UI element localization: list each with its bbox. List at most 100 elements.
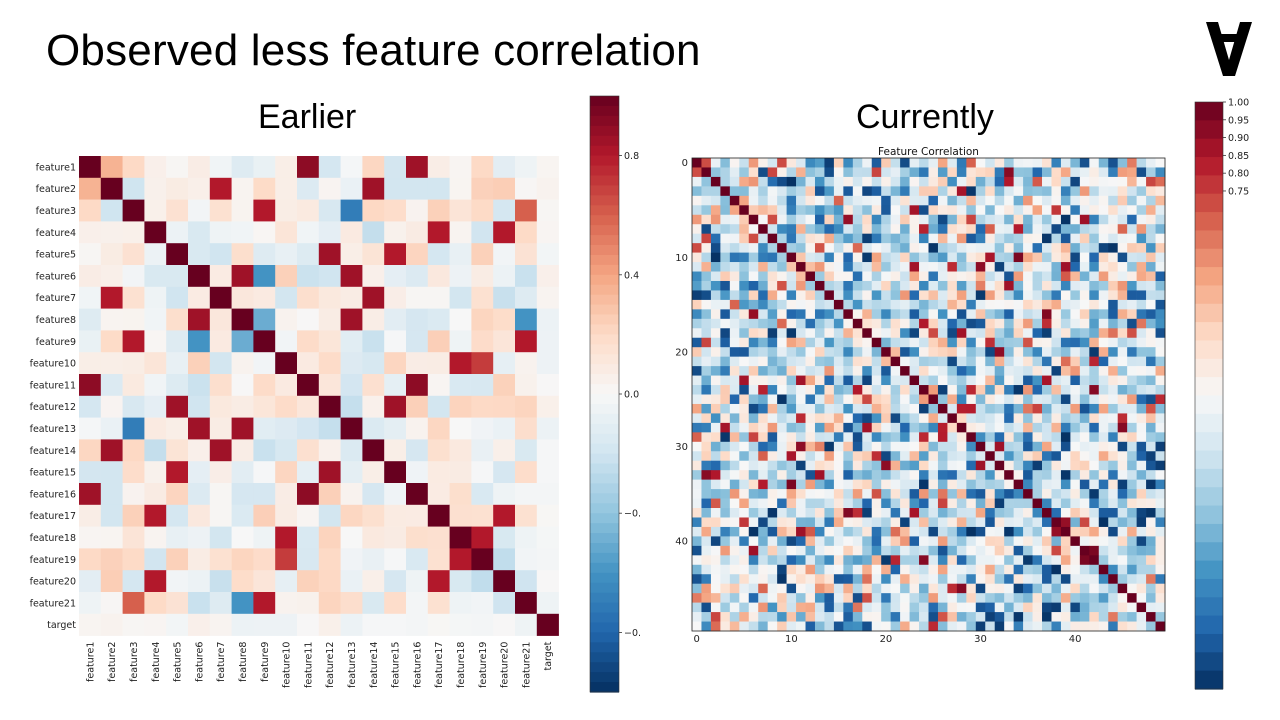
cell-8-48 xyxy=(1146,233,1156,244)
cell-45-49 xyxy=(1155,583,1166,594)
cell-10-31 xyxy=(985,252,996,263)
cell-29-15 xyxy=(833,432,844,443)
cell-44-41 xyxy=(1079,574,1090,584)
cell-43-22 xyxy=(900,564,910,575)
cell-6-22 xyxy=(900,214,910,225)
cell-5-42 xyxy=(1089,205,1100,216)
cell-1-25 xyxy=(928,167,939,178)
cell-29-22 xyxy=(900,432,910,443)
cell-43-36 xyxy=(1032,564,1043,575)
cell-23-11 xyxy=(796,375,806,386)
cell-44-23 xyxy=(909,574,920,584)
cell-31-47 xyxy=(1136,451,1147,462)
cell-42-23 xyxy=(909,555,920,566)
cell-32-3 xyxy=(720,460,731,471)
cell-9-7 xyxy=(758,243,768,253)
cell-47-39 xyxy=(1060,602,1071,613)
cell-24-8 xyxy=(767,385,778,395)
cell-43-2 xyxy=(710,564,721,575)
cell-49-44 xyxy=(1108,621,1118,632)
cell-20-16 xyxy=(843,347,854,357)
cell-15-2 xyxy=(710,299,721,310)
cell-feature16-feature20 xyxy=(493,483,516,506)
cell-28-23 xyxy=(909,422,920,433)
cell-22-19 xyxy=(871,366,882,376)
cell-feature19-feature14 xyxy=(362,548,385,571)
cell-feature13-feature13 xyxy=(340,417,363,440)
cell-10-24 xyxy=(919,252,929,263)
cell-26-32 xyxy=(994,403,1005,414)
cell-1-29 xyxy=(966,167,977,178)
x-tick-label-feature4: feature4 xyxy=(151,642,162,682)
cell-8-1 xyxy=(701,233,712,244)
cell-42-18 xyxy=(862,555,873,566)
cell-28-22 xyxy=(900,422,910,433)
cell-41-20 xyxy=(881,545,891,556)
cell-15-16 xyxy=(843,299,854,310)
cell-30-47 xyxy=(1136,441,1147,452)
cell-37-37 xyxy=(1042,508,1052,518)
cell-21-8 xyxy=(767,356,778,367)
cell-49-20 xyxy=(881,621,891,632)
cell-33-40 xyxy=(1070,470,1081,480)
cell-38-6 xyxy=(748,517,759,528)
cell-31-46 xyxy=(1127,451,1137,462)
colorbar-step xyxy=(590,175,619,186)
cell-36-34 xyxy=(1013,498,1024,509)
cell-26-23 xyxy=(909,403,920,414)
cell-6-45 xyxy=(1117,214,1128,225)
cell-16-27 xyxy=(947,309,958,320)
cell-36-24 xyxy=(919,498,929,509)
cell-20-14 xyxy=(824,347,835,357)
cell-19-10 xyxy=(786,337,797,348)
cell-41-6 xyxy=(748,545,759,556)
cell-42-43 xyxy=(1098,555,1109,566)
cell-39-1 xyxy=(701,526,712,537)
cell-feature4-target xyxy=(536,221,559,244)
cell-0-8 xyxy=(767,158,778,168)
cell-30-34 xyxy=(1013,441,1024,452)
cell-13-12 xyxy=(805,280,816,291)
cell-feature13-feature2 xyxy=(100,417,123,440)
cell-feature5-feature2 xyxy=(100,243,123,266)
cell-23-21 xyxy=(890,375,901,386)
cell-46-12 xyxy=(805,593,816,603)
cell-36-37 xyxy=(1042,498,1052,509)
cell-27-11 xyxy=(796,413,806,424)
cell-19-29 xyxy=(966,337,977,348)
cell-22-44 xyxy=(1108,366,1118,376)
cell-14-36 xyxy=(1032,290,1043,301)
cell-41-2 xyxy=(710,545,721,556)
cell-26-39 xyxy=(1060,403,1071,414)
cell-34-5 xyxy=(739,479,750,490)
cell-27-8 xyxy=(767,413,778,424)
cell-49-27 xyxy=(947,621,958,632)
cell-13-26 xyxy=(937,280,948,291)
cell-26-6 xyxy=(748,403,759,414)
cell-48-2 xyxy=(710,612,721,622)
cell-36-21 xyxy=(890,498,901,509)
cell-feature12-feature7 xyxy=(209,395,232,418)
cell-49-28 xyxy=(956,621,967,632)
cell-18-1 xyxy=(701,328,712,339)
cell-20-39 xyxy=(1060,347,1071,357)
cell-31-11 xyxy=(796,451,806,462)
cell-47-34 xyxy=(1013,602,1024,613)
cell-feature11-feature4 xyxy=(144,374,167,397)
cell-6-17 xyxy=(852,214,863,225)
cell-feature7-feature4 xyxy=(144,286,167,309)
cell-35-10 xyxy=(786,489,797,499)
cell-31-25 xyxy=(928,451,939,462)
cell-39-30 xyxy=(975,526,986,537)
cell-46-16 xyxy=(843,593,854,603)
cell-11-19 xyxy=(871,262,882,272)
cell-12-38 xyxy=(1051,271,1062,282)
cell-9-45 xyxy=(1117,243,1128,253)
cell-36-45 xyxy=(1117,498,1128,509)
cell-feature11-feature21 xyxy=(515,374,538,397)
cell-47-43 xyxy=(1098,602,1109,613)
cell-49-21 xyxy=(890,621,901,632)
cell-16-10 xyxy=(786,309,797,320)
cell-4-21 xyxy=(890,195,901,206)
cell-15-33 xyxy=(1004,299,1014,310)
